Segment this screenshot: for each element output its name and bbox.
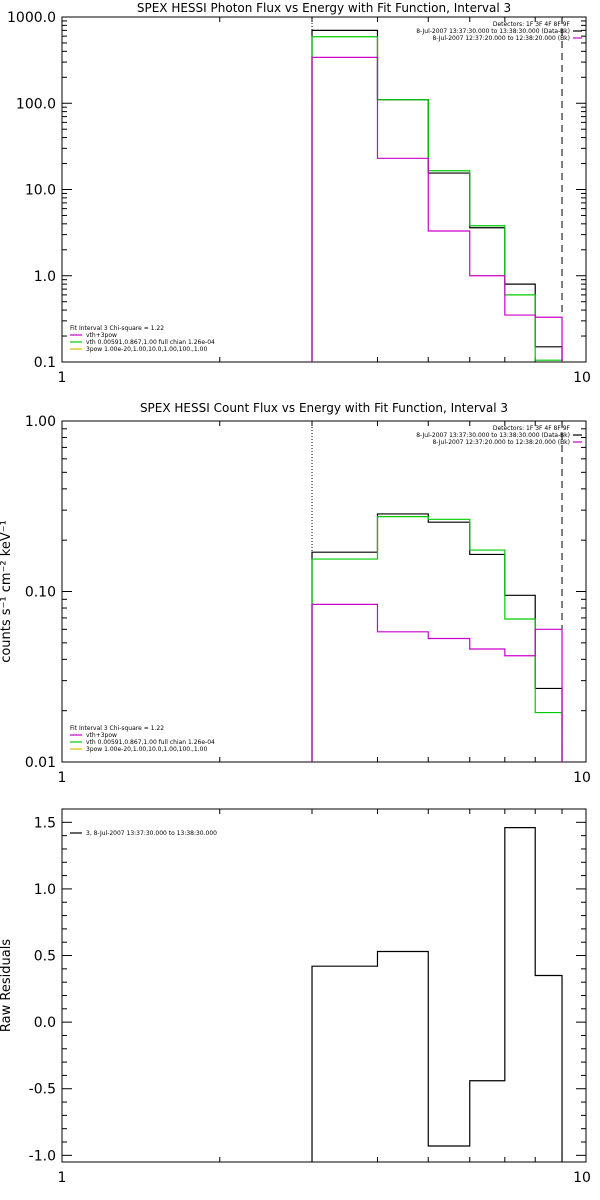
legend-header: Detectors: 1F 3F 4F 8F 9F bbox=[493, 425, 571, 432]
legend-entry-text: 8-Jul-2007 13:37:30.000 to 13:38:30.000 … bbox=[416, 28, 570, 35]
y-tick-label: 0.0 bbox=[34, 1015, 56, 1031]
y-tick-label: 0.01 bbox=[25, 755, 56, 771]
x-tick-label: 1 bbox=[58, 1170, 67, 1186]
legend-entry-text: 8-Jul-2007 12:37:20.000 to 12:38:20.000 … bbox=[432, 439, 570, 446]
chart-panel-1: SPEX HESSI Photon Flux vs Energy with Fi… bbox=[7, 1, 591, 386]
chart-title: SPEX HESSI Count Flux vs Energy with Fit… bbox=[140, 401, 508, 415]
fit-legend-entry-text: vth 0.00591,0.867,1.00 full chian 1.26e-… bbox=[86, 739, 215, 746]
y-tick-label: 0.10 bbox=[25, 585, 56, 601]
y-tick-label: 10.0 bbox=[25, 183, 56, 199]
fit-legend-entry-text: 3pow 1.00e-20,1.00,10.0,1.00,100.,1.00 bbox=[86, 746, 207, 753]
fit-legend-header: Fit Interval 3 Chi-square = 1.22 bbox=[70, 325, 164, 332]
plot-frame bbox=[61, 420, 587, 763]
chart-title: SPEX HESSI Photon Flux vs Energy with Fi… bbox=[137, 1, 511, 15]
y-tick-label: 1000.0 bbox=[7, 10, 56, 26]
fit-legend-entry-text: vth+3pow bbox=[86, 732, 117, 739]
legend-header: Detectors: 1F 3F 4F 8F 9F bbox=[493, 21, 571, 28]
y-tick-label: 0.5 bbox=[34, 949, 56, 965]
y-tick-label: 0.1 bbox=[34, 355, 56, 371]
x-tick-label: 1 bbox=[58, 370, 67, 386]
x-tick-label: 10 bbox=[573, 1170, 591, 1186]
chart-panel-2: SPEX HESSI Count Flux vs Energy with Fit… bbox=[0, 401, 591, 786]
series-line-2 bbox=[311, 36, 563, 362]
chart-panel-3: 1 10 -1.0 -0.5 0.0 0.5 1.0 1.5 Raw Residuals 3, 8… bbox=[0, 808, 591, 1186]
series-line-1 bbox=[311, 827, 563, 1162]
fit-legend-entry-text: vth 0.00591,0.867,1.00 full chian 1.26e-… bbox=[86, 339, 215, 346]
y-tick-label: 1.0 bbox=[34, 269, 56, 285]
y-tick-label: -1.0 bbox=[29, 1148, 56, 1164]
series-line-3 bbox=[311, 56, 563, 362]
x-tick-label: 10 bbox=[573, 770, 591, 786]
fit-legend-header: Fit Interval 3 Chi-square = 1.22 bbox=[70, 725, 164, 732]
y-axis-label: Raw Residuals bbox=[0, 939, 14, 1032]
series-line-2 bbox=[311, 515, 563, 762]
y-tick-label: 1.00 bbox=[25, 414, 56, 430]
plot-frame bbox=[61, 16, 587, 363]
fit-legend-entry-text: vth+3pow bbox=[86, 332, 117, 339]
legend-entry-text: 3, 8-Jul-2007 13:37:30.000 to 13:38:30.0… bbox=[86, 830, 217, 837]
x-tick-label: 10 bbox=[573, 370, 591, 386]
plot-frame bbox=[61, 808, 587, 1163]
legend-entry-text: 8-Jul-2007 12:37:20.000 to 12:38:20.000 … bbox=[432, 35, 570, 42]
series-line-3 bbox=[311, 603, 563, 762]
y-tick-label: 1.5 bbox=[34, 815, 56, 831]
y-tick-label: 1.0 bbox=[34, 882, 56, 898]
fit-legend-entry-text: 3pow 1.00e-20,1.00,10.0,1.00,100.,1.00 bbox=[86, 346, 207, 353]
y-tick-label: -0.5 bbox=[29, 1082, 56, 1098]
y-tick-label: 100.0 bbox=[16, 96, 56, 112]
legend-entry-text: 8-Jul-2007 13:37:30.000 to 13:38:30.000 … bbox=[416, 432, 570, 439]
y-axis-label: counts s⁻¹ cm⁻² keV⁻¹ bbox=[0, 520, 14, 663]
series-line-1 bbox=[311, 29, 563, 362]
x-tick-label: 1 bbox=[58, 770, 67, 786]
